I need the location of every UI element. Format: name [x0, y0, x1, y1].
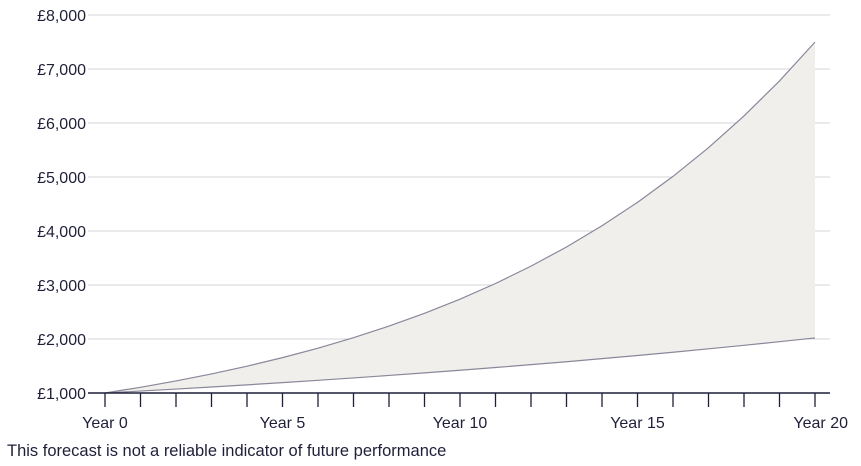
x-axis-ticks [104, 393, 816, 407]
forecast-disclaimer: This forecast is not a reliable indicato… [7, 442, 447, 460]
x-tick-label: Year 0 [82, 415, 128, 432]
y-axis-tick-labels: £1,000 £2,000 £3,000 £4,000 £5,000 £6,000 £7,0… [37, 8, 86, 403]
y-tick-label: £8,000 [37, 8, 86, 25]
gridlines [88, 14, 830, 340]
y-tick-label: £3,000 [37, 278, 86, 295]
x-tick-label: Year 5 [260, 415, 306, 432]
x-tick-label: Year 20 [793, 415, 848, 432]
forecast-chart: £1,000 £2,000 £3,000 £4,000 £5,000 £6,000 £7,0… [37, 8, 848, 432]
y-tick-label: £6,000 [37, 116, 86, 133]
x-axis-tick-labels: Year 0 Year 5 Year 10 Year 15 Year 20 [82, 415, 848, 432]
upper-forecast-line [104, 41, 816, 394]
y-tick-label: £4,000 [37, 224, 86, 241]
lower-forecast-line [104, 337, 816, 394]
y-tick-label: £1,000 [37, 386, 86, 403]
y-tick-label: £7,000 [37, 62, 86, 79]
x-tick-label: Year 10 [433, 415, 488, 432]
y-tick-label: £2,000 [37, 332, 86, 349]
x-tick-label: Year 15 [610, 415, 665, 432]
forecast-range-band [105, 42, 815, 394]
y-tick-label: £5,000 [37, 170, 86, 187]
